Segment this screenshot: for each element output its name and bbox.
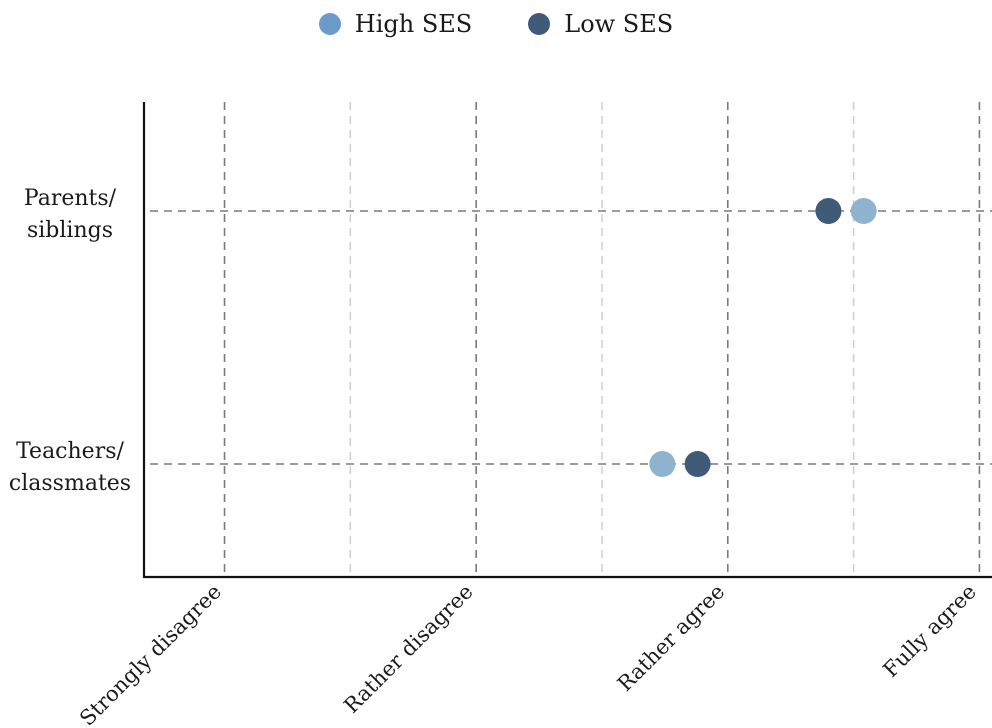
legend-swatch [528, 13, 551, 35]
legend-label: Low SES [564, 10, 674, 38]
data-point-high-ses [649, 451, 676, 477]
y-category-label: Teachers/classmates [9, 439, 131, 496]
y-category-label: Parents/siblings [24, 186, 117, 243]
data-point-high-ses [850, 198, 877, 224]
legend-swatch [318, 13, 341, 35]
x-tick-label: Fully agree [878, 580, 980, 682]
data-point-low-ses [815, 198, 842, 224]
y-category-label-line: Parents/ [24, 186, 117, 211]
legend: High SES Low SES [0, 10, 992, 38]
y-category-label-line: Teachers/ [16, 439, 124, 464]
legend-label: High SES [354, 10, 473, 38]
data-point-low-ses [684, 451, 711, 477]
legend-item: Low SES [528, 10, 673, 38]
y-category-label-line: classmates [9, 471, 131, 496]
y-category-label-line: siblings [27, 218, 113, 243]
legend-item: High SES [318, 10, 473, 38]
x-tick-label: Rather agree [613, 580, 730, 697]
x-tick-label: Strongly disagree [75, 580, 226, 728]
x-tick-label: Rather disagree [339, 580, 477, 718]
